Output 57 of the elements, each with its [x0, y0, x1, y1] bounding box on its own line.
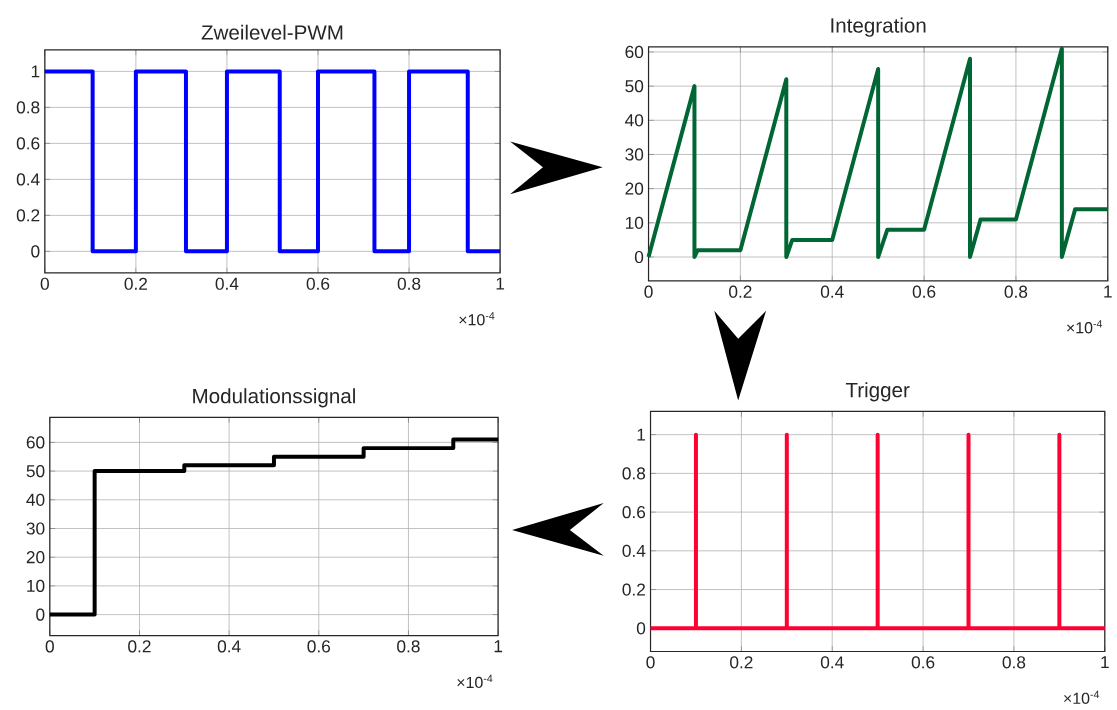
- y-tick-label: 60: [625, 45, 644, 58]
- y-tick-label: 1: [637, 428, 645, 441]
- y-tick-label: 20: [625, 182, 644, 195]
- x-tick-label: 0.8: [1002, 656, 1026, 669]
- x-tick-label: 0.4: [215, 277, 239, 290]
- y-tick-label: 0: [634, 250, 644, 263]
- y-tick-label: 0: [31, 245, 40, 258]
- y-tick-label: 0.2: [622, 583, 645, 596]
- y-tick-label: 30: [625, 148, 644, 161]
- chart-title: Zweilevel-PWM: [201, 24, 343, 40]
- x-tick-label: 0.6: [307, 640, 331, 653]
- y-tick-label: 10: [625, 216, 644, 229]
- x-tick-label: 0.6: [306, 277, 330, 290]
- chart-title: Trigger: [845, 382, 910, 402]
- y-tick-label: 1: [31, 65, 40, 78]
- y-tick-label: 0.6: [622, 505, 646, 519]
- y-tick-label: 30: [26, 522, 45, 535]
- x-tick-label: 0.6: [912, 285, 936, 298]
- y-tick-label: 0: [636, 622, 646, 635]
- text: ×10$^{-4}$: [1067, 320, 1103, 334]
- x-tick-label: 0.8: [397, 277, 421, 290]
- x-tick-label: 1: [496, 277, 505, 290]
- x-tick-label: 0.4: [217, 640, 241, 653]
- x-tick-label: 1: [494, 640, 503, 652]
- chart-title: Integration: [831, 17, 926, 37]
- x-tick-label: 0.2: [729, 285, 752, 298]
- y-tick-label: 10: [27, 579, 45, 592]
- x-tick-label: 0: [45, 640, 54, 653]
- y-tick-label: 0: [36, 608, 45, 621]
- x-tick-label: 1: [1104, 285, 1112, 298]
- y-tick-label: 0.8: [16, 101, 40, 114]
- x-tick-label: 0.4: [820, 285, 844, 298]
- x-tick-label: 0.2: [124, 277, 148, 290]
- y-tick-label: 0.4: [16, 173, 40, 186]
- y-tick-label: 0.2: [16, 209, 40, 222]
- line-series: [646, 46, 1110, 259]
- y-tick-label: 0.8: [622, 467, 646, 480]
- x-tick-label: 0.8: [1004, 285, 1028, 298]
- y-tick-label: 0.6: [16, 137, 40, 150]
- chart-title: Modulationssignal: [193, 388, 355, 408]
- x-tick-label: 1: [1101, 656, 1109, 668]
- x-tick-label: 0.2: [128, 640, 151, 653]
- x-tick-label: 0.2: [730, 656, 753, 669]
- y-tick-label: 0.4: [622, 544, 646, 557]
- y-tick-label: 40: [625, 114, 644, 127]
- x-tick-label: 0.4: [820, 656, 844, 669]
- x-tick-label: 0.6: [911, 656, 935, 669]
- y-tick-label: 50: [26, 464, 45, 478]
- y-tick-label: 40: [26, 493, 45, 506]
- text: ×10$^{-4}$: [457, 674, 493, 688]
- text: ×10$^{-4}$: [459, 312, 495, 326]
- y-tick-label: 20: [26, 550, 45, 564]
- x-tick-label: 0: [646, 656, 655, 669]
- text: ×10$^{-4}$: [1064, 690, 1100, 704]
- y-tick-label: 50: [625, 79, 644, 93]
- x-tick-label: 0.8: [397, 640, 420, 653]
- y-tick-label: 60: [26, 436, 45, 449]
